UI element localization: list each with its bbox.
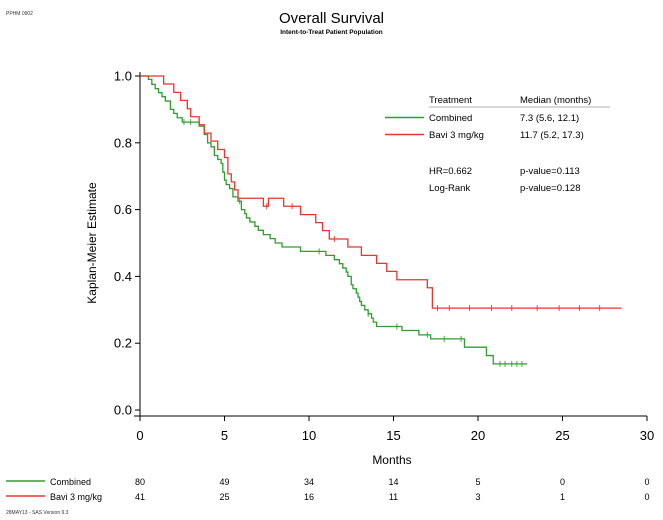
chart-legend: Treatment Median (months) Combined 7.3 (… bbox=[385, 95, 610, 194]
y-tick-label: 0.0 bbox=[114, 403, 132, 418]
km-curve-bavi-3-mg-kg bbox=[140, 75, 622, 309]
x-axis-title: Months bbox=[372, 453, 411, 467]
y-tick-label: 0.8 bbox=[114, 135, 132, 150]
risk-count: 14 bbox=[388, 477, 398, 487]
x-tick-label: 30 bbox=[640, 428, 654, 443]
x-tick-label: 10 bbox=[302, 428, 316, 443]
x-tick-label: 0 bbox=[136, 428, 143, 443]
document-id: PPHM 0902 bbox=[6, 11, 33, 17]
y-tick-label: 0.4 bbox=[114, 269, 132, 284]
legend-col-treatment: Treatment bbox=[429, 95, 472, 106]
logrank-pvalue: p-value=0.128 bbox=[520, 183, 580, 194]
x-tick-label: 25 bbox=[555, 428, 569, 443]
legend-label-bavi: Bavi 3 mg/kg bbox=[429, 130, 484, 141]
chart-series bbox=[140, 75, 622, 367]
y-tick-label: 0.6 bbox=[114, 202, 132, 217]
legend-col-median: Median (months) bbox=[520, 95, 591, 106]
x-tick-label: 5 bbox=[221, 428, 228, 443]
risk-count: 25 bbox=[219, 492, 229, 502]
risk-count: 11 bbox=[389, 492, 398, 502]
risk-count: 0 bbox=[644, 492, 649, 502]
risk-table: Combined Bavi 3 mg/kg 80 49 34 14 5 0 0 41 25 16 1… bbox=[6, 477, 650, 502]
risk-count: 3 bbox=[475, 492, 480, 502]
x-tick-label: 20 bbox=[471, 428, 485, 443]
risk-count: 0 bbox=[644, 477, 649, 487]
risk-count: 0 bbox=[560, 477, 565, 487]
y-axis-title: Kaplan-Meier Estimate bbox=[85, 182, 99, 304]
risk-count: 34 bbox=[304, 477, 314, 487]
risk-label-bavi: Bavi 3 mg/kg bbox=[50, 492, 102, 502]
y-tick-label: 0.2 bbox=[114, 336, 132, 351]
hr-pvalue: p-value=0.113 bbox=[520, 166, 580, 177]
legend-median-combined: 7.3 (5.6, 12.1) bbox=[520, 113, 579, 124]
risk-count: 16 bbox=[304, 492, 314, 502]
logrank-label: Log-Rank bbox=[429, 183, 470, 194]
risk-count: 41 bbox=[135, 492, 145, 502]
risk-count: 49 bbox=[219, 477, 229, 487]
chart-axes: 0.0 0.2 0.4 0.6 0.8 1.0 0 5 10 15 20 25 30 bbox=[114, 69, 654, 444]
y-tick-label: 1.0 bbox=[114, 69, 132, 84]
hr-label: HR=0.662 bbox=[429, 166, 472, 177]
page-title: Overall Survival bbox=[278, 10, 385, 27]
risk-count: 5 bbox=[475, 477, 480, 487]
x-tick-label: 15 bbox=[386, 428, 400, 443]
footer-note: 28MAY13 - SAS Version 9.3 bbox=[6, 510, 69, 516]
risk-count: 80 bbox=[135, 477, 145, 487]
risk-count: 1 bbox=[560, 492, 565, 502]
legend-label-combined: Combined bbox=[429, 113, 472, 124]
risk-label-combined: Combined bbox=[50, 477, 91, 487]
page-subtitle: Intent-to-Treat Patient Population bbox=[280, 29, 383, 36]
legend-median-bavi: 11.7 (5.2, 17.3) bbox=[520, 130, 584, 141]
